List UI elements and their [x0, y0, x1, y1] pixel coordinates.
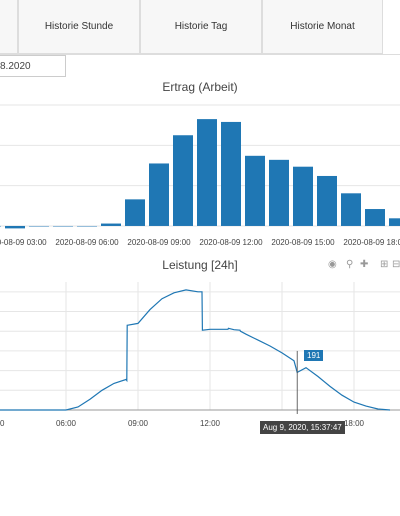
power-series-line — [0, 289, 391, 411]
bar — [245, 155, 265, 226]
bar — [77, 225, 97, 227]
bar — [365, 209, 385, 226]
bar — [53, 225, 73, 227]
x-tick-label: 2020-08-09 15:00 — [271, 238, 335, 247]
energy-bar-chart: 2020-08-09 03:00 2020-08-09 06:00 2020-08-… — [0, 104, 400, 247]
x-tick-label: 12:00 — [200, 419, 221, 428]
chart-toolbar: ◉ ⚲ ✚ ⊞ ⊟ — [326, 259, 400, 273]
bar — [101, 223, 121, 226]
bar — [221, 121, 241, 226]
tab-history-month[interactable]: Historie Monat — [262, 0, 383, 54]
x-tick-label: 2020-08-09 06:00 — [55, 238, 119, 247]
bar-chart-title: Ertrag (Arbeit) — [162, 80, 238, 94]
bar — [5, 225, 25, 229]
bar — [341, 193, 361, 226]
hover-value-label: 191 — [304, 350, 324, 361]
tab-history-day[interactable]: Historie Tag — [140, 0, 262, 54]
camera-icon[interactable]: ◉ — [328, 259, 337, 270]
tab-current[interactable] — [0, 0, 18, 54]
bar — [293, 166, 313, 226]
time-tooltip: Aug 9, 2020, 15:37:47 — [260, 421, 345, 434]
bar — [269, 159, 289, 226]
x-tick-label: 18:00 — [344, 419, 365, 428]
history-tabs: Historie Stunde Historie Tag Historie Mo… — [0, 0, 400, 55]
x-tick-label: 2020-08-09 18:00 — [343, 238, 400, 247]
x-tick-label: 09:00 — [128, 419, 149, 428]
bar — [317, 175, 337, 226]
x-tick-label: 06:00 — [56, 419, 77, 428]
zoom-in-icon[interactable]: ⊞ — [380, 259, 389, 270]
bar — [173, 135, 193, 226]
bar — [0, 225, 1, 227]
bar — [149, 163, 169, 226]
bar — [29, 225, 49, 227]
x-tick-label: 2020-08-09 09:00 — [127, 238, 191, 247]
bar — [197, 119, 217, 226]
x-tick-label: 2020-08-09 12:00 — [199, 238, 263, 247]
x-tick-label: 2020-08-09 03:00 — [0, 238, 47, 247]
bar — [389, 218, 400, 226]
tab-history-hour[interactable]: Historie Stunde — [18, 0, 140, 54]
line-chart-title: Leistung [24h] — [162, 258, 238, 272]
pan-icon[interactable]: ✚ — [360, 259, 369, 270]
date-field[interactable]: 8.2020 — [0, 55, 66, 77]
bar — [125, 199, 145, 226]
zoom-out-icon[interactable]: ⊟ — [392, 259, 400, 270]
zoom-icon[interactable]: ⚲ — [346, 259, 354, 270]
x-tick-label: 0 — [0, 419, 5, 428]
power-line-chart: 0 06:00 09:00 12:00 18:00 — [0, 282, 400, 428]
